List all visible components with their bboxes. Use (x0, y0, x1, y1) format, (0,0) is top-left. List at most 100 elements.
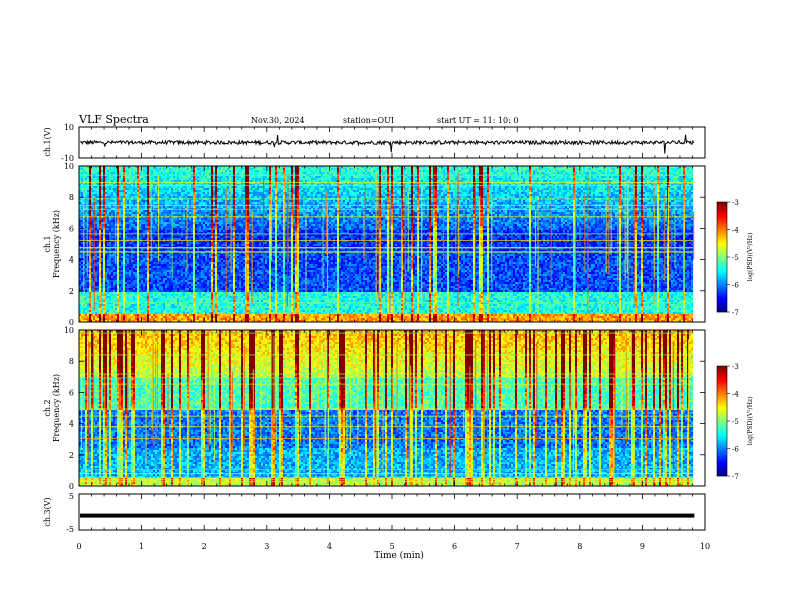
spectrogram-cell (209, 170, 211, 172)
spectrogram-cell (213, 170, 215, 172)
spectrogram-cell (155, 168, 157, 170)
spectrogram-cell (411, 170, 413, 172)
spectrogram-cell (339, 170, 341, 172)
spectrogram-cell (513, 170, 515, 172)
spectrogram-cell (281, 168, 283, 170)
spectrogram-cell (183, 172, 185, 174)
spectrogram-cell (549, 170, 551, 172)
spectrogram-cell (541, 170, 543, 172)
spectrogram-cell (293, 168, 295, 170)
spectrogram-cell (605, 170, 607, 172)
spectrogram-cell (627, 170, 629, 172)
spectrogram-cell (525, 170, 527, 172)
spectrogram-cell (603, 170, 605, 172)
spectrogram-cell (531, 170, 533, 172)
spectrogram-cell (357, 168, 359, 170)
spectrogram-cell (103, 172, 105, 174)
spectrogram-cell (315, 170, 317, 172)
spectrogram-cell (125, 168, 127, 170)
spectrogram-cell (371, 168, 373, 170)
spectrogram-cell (89, 170, 91, 172)
spectrogram-cell (229, 170, 231, 172)
spectrogram-cell (589, 168, 591, 170)
spectrogram-cell (157, 170, 159, 172)
spectrogram-cell (113, 170, 115, 172)
spectrogram-cell (373, 168, 375, 170)
spectrogram-cell (649, 168, 651, 170)
spectrogram-cell (109, 170, 111, 172)
spectrogram-cell (187, 168, 189, 170)
spectrogram-cell (689, 170, 691, 172)
spectrogram-cell (215, 170, 217, 172)
spectrogram-cell (267, 170, 269, 172)
spectrogram-cell (235, 172, 237, 174)
spectrogram-cell (271, 172, 273, 174)
spectrogram-cell (343, 170, 345, 172)
spectrogram-cell (233, 168, 235, 170)
spectrogram-cell (389, 168, 391, 170)
spectrogram-cell (447, 168, 449, 170)
spectrogram-cell (203, 172, 205, 174)
spectrogram-cell (435, 168, 437, 170)
spectrogram-cell (257, 170, 259, 172)
spectrogram-cell (319, 168, 321, 170)
spectrogram-cell (151, 170, 153, 172)
spectrogram-cell (289, 170, 291, 172)
spectrogram-cell (133, 172, 135, 174)
spectrogram-cell (323, 170, 325, 172)
spectrogram-cell (157, 168, 159, 170)
spectrogram-cell (173, 168, 175, 170)
spectrogram-cell (439, 168, 441, 170)
spectrogram-cell (493, 168, 495, 170)
spectrogram-cell (231, 170, 233, 172)
spectrogram-cell (259, 172, 261, 174)
spectrogram-cell (209, 172, 211, 174)
spectrogram-cell (463, 170, 465, 172)
spectrogram-cell (149, 172, 151, 174)
spectrogram-cell (485, 170, 487, 172)
spectrogram-cell (365, 170, 367, 172)
spectrogram-cell (387, 168, 389, 170)
spectrogram-cell (191, 172, 193, 174)
spectrogram-cell (519, 170, 521, 172)
spectrogram-cell (621, 170, 623, 172)
spectrogram-cell (351, 170, 353, 172)
spectrogram-cell (651, 170, 653, 172)
spectrogram-cell (215, 172, 217, 174)
spectrogram-cell (361, 170, 363, 172)
spectrogram-cell (243, 168, 245, 170)
spectrogram-cell (527, 170, 529, 172)
spectrogram-cell (459, 170, 461, 172)
spectrogram-cell (533, 170, 535, 172)
spectrogram-cell (99, 170, 101, 172)
spectrogram-cell (515, 168, 517, 170)
spectrogram-cell (239, 172, 241, 174)
spectrogram-cell (515, 170, 517, 172)
spectrogram-cell (181, 172, 183, 174)
spectrogram-cell (537, 170, 539, 172)
spectrogram-cell (581, 168, 583, 170)
spectrogram-cell (473, 168, 475, 170)
spectrogram-cell (539, 168, 541, 170)
spectrogram-cell (447, 170, 449, 172)
spectrogram-cell (283, 168, 285, 170)
spectrogram-cell (307, 168, 309, 170)
spectrogram-cell (225, 172, 227, 174)
spectrogram-cell (599, 170, 601, 172)
spectrogram-cell (119, 168, 121, 170)
spectrogram-cell (257, 172, 259, 174)
spectrogram-cell (283, 170, 285, 172)
start-time-label: start UT = 11: 10: 0 (437, 116, 518, 125)
spectrogram-cell (91, 172, 93, 174)
spectrogram-cell (505, 168, 507, 170)
spectrogram-cell (211, 172, 213, 174)
spectrogram-cell (297, 168, 299, 170)
spectrogram-cell (507, 168, 509, 170)
spectrogram-cell (267, 172, 269, 174)
spectrogram-cell (183, 168, 185, 170)
spectrogram-cell (99, 168, 101, 170)
spectrogram-cell (497, 170, 499, 172)
spectrogram-cell (679, 170, 681, 172)
spectrogram-cell (535, 170, 537, 172)
spectrogram-cell (123, 172, 125, 174)
